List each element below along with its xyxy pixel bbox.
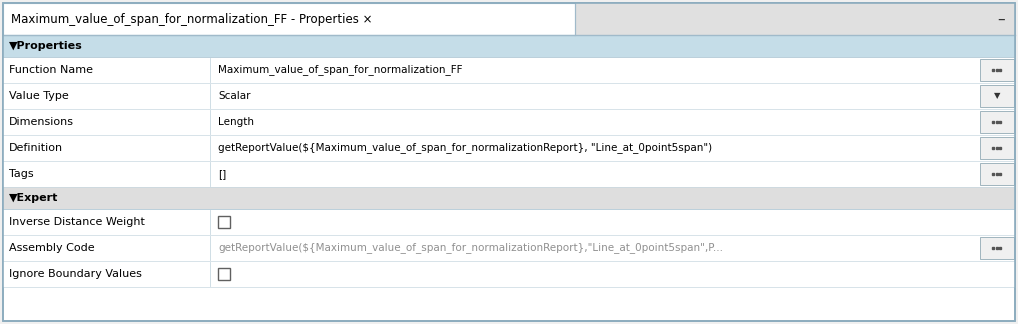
Bar [3,209,1015,235]
Text: ▼Properties: ▼Properties [9,41,82,51]
Bar [3,109,1015,135]
Text: Tags: Tags [9,169,34,179]
Text: ▼Expert: ▼Expert [9,193,58,203]
Text: Scalar: Scalar [219,91,251,101]
Bar [979,237,1014,259]
Text: –: – [998,11,1005,27]
Text: Inverse Distance Weight: Inverse Distance Weight [9,217,145,227]
Text: Value Type: Value Type [9,91,69,101]
Bar [3,57,1015,83]
Text: Ignore Boundary Values: Ignore Boundary Values [9,269,142,279]
Text: ▼: ▼ [994,91,1000,100]
Bar [979,163,1014,185]
Bar [3,3,1015,35]
Bar [3,187,1015,209]
Bar [3,83,1015,109]
Bar [3,161,1015,187]
Bar [3,261,1015,287]
Bar [219,268,230,280]
Text: getReportValue(${Maximum_value_of_span_for_normalizationReport}, "Line_at_0point: getReportValue(${Maximum_value_of_span_f… [219,143,713,154]
Text: Maximum_value_of_span_for_normalization_FF: Maximum_value_of_span_for_normalization_… [219,64,463,75]
Text: Assembly Code: Assembly Code [9,243,95,253]
Text: Maximum_value_of_span_for_normalization_FF - Properties ×: Maximum_value_of_span_for_normalization_… [11,13,373,26]
Bar [3,35,1015,57]
Bar [3,3,575,35]
Bar [3,135,1015,161]
Text: Length: Length [219,117,254,127]
Bar [979,85,1014,107]
Bar [979,137,1014,159]
Bar [979,59,1014,81]
Text: []: [] [219,169,227,179]
Bar [979,111,1014,133]
Text: Definition: Definition [9,143,63,153]
Bar [211,3,976,321]
Bar [219,216,230,228]
Text: getReportValue(${Maximum_value_of_span_for_normalizationReport},"Line_at_0point5: getReportValue(${Maximum_value_of_span_f… [219,243,724,253]
Bar [3,235,1015,261]
Text: Function Name: Function Name [9,65,93,75]
Text: Dimensions: Dimensions [9,117,74,127]
